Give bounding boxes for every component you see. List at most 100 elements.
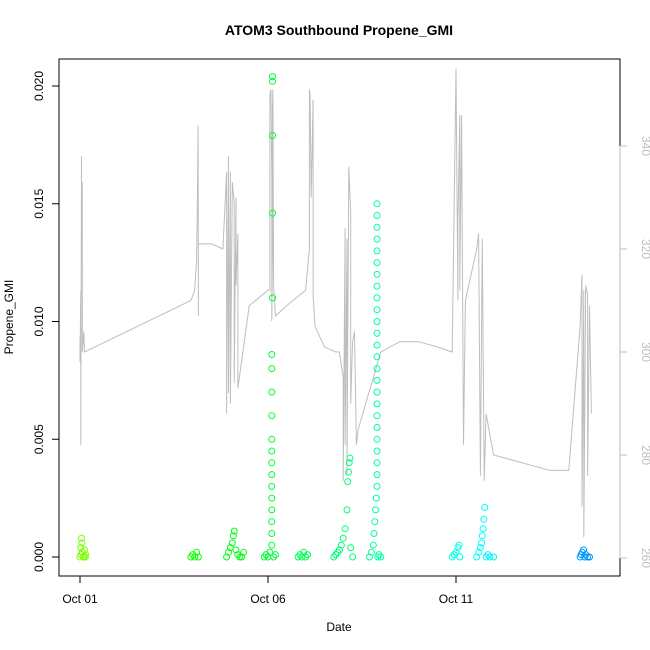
y-axis-label: Propene_GMI	[2, 280, 16, 355]
data-point	[373, 282, 381, 290]
data-point	[373, 471, 381, 479]
data-point	[373, 318, 381, 325]
data-point	[268, 471, 276, 479]
x-tick-label: Oct 11	[439, 592, 474, 606]
data-point	[455, 541, 463, 549]
data-point	[269, 209, 276, 217]
data-point	[373, 329, 381, 337]
data-point	[345, 459, 353, 467]
data-point	[343, 506, 351, 514]
x-axis: Oct 01 Oct 06 Oct 11	[62, 575, 474, 606]
y2-tick-label: 320	[639, 239, 650, 259]
data-point	[225, 548, 232, 556]
x-axis-label: Date	[326, 620, 352, 634]
data-point	[230, 527, 238, 535]
data-point	[236, 553, 244, 561]
data-point	[344, 478, 352, 486]
data-point	[269, 132, 276, 139]
y-tick-label: 0.010	[32, 306, 46, 336]
data-point	[373, 294, 381, 302]
y-tick-label: 0.015	[32, 188, 46, 218]
data-point	[269, 73, 276, 81]
data-point	[228, 539, 236, 547]
data-point	[268, 494, 276, 502]
data-point	[480, 515, 488, 523]
y-tick-label: 0.000	[32, 542, 46, 572]
data-point	[490, 553, 498, 561]
data-point	[373, 200, 381, 208]
data-point	[269, 294, 276, 302]
data-point	[373, 259, 381, 267]
data-point	[223, 553, 231, 561]
data-point	[373, 235, 381, 243]
data-point	[373, 353, 381, 361]
data-point	[456, 553, 464, 561]
data-point	[476, 544, 484, 552]
data-point	[339, 534, 347, 542]
data-point	[194, 553, 202, 561]
data-point	[268, 541, 276, 549]
y-tick-label: 0.005	[32, 424, 46, 454]
data-point	[373, 365, 381, 373]
data-point	[268, 412, 276, 420]
data-point	[238, 553, 246, 561]
data-point	[298, 553, 306, 561]
data-point	[373, 424, 381, 431]
y2-tick-label: 340	[639, 136, 650, 156]
data-point	[268, 506, 276, 514]
x-tick-label: Oct 01	[62, 592, 98, 606]
data-point	[193, 548, 201, 556]
data-point	[300, 548, 308, 556]
data-point	[373, 341, 381, 349]
data-point	[78, 539, 86, 547]
data-point	[337, 541, 345, 549]
data-point	[586, 553, 593, 561]
data-point	[373, 212, 381, 219]
data-point	[372, 506, 379, 514]
data-point	[268, 388, 276, 396]
y-axis-left: 0.000 0.005 0.010 0.015 0.020	[32, 71, 60, 572]
data-point	[481, 504, 489, 511]
data-point	[373, 270, 381, 278]
data-point	[268, 459, 276, 467]
data-point	[335, 546, 343, 554]
data-point	[373, 388, 381, 396]
y-axis-right: 260 280 300 320 340	[619, 136, 650, 568]
data-point	[366, 553, 373, 561]
y2-tick-label: 280	[639, 445, 650, 465]
data-point	[268, 365, 276, 373]
data-point	[81, 553, 89, 561]
data-point	[377, 553, 385, 561]
data-point	[479, 525, 487, 533]
data-point	[373, 247, 381, 255]
data-point	[373, 400, 381, 408]
data-point	[373, 223, 381, 231]
data-point	[367, 548, 375, 556]
chart-title: ATOM3 Southbound Propene_GMI	[225, 22, 453, 38]
data-point	[373, 459, 381, 467]
data-point	[584, 553, 592, 561]
data-point	[369, 541, 377, 549]
data-point	[450, 551, 458, 559]
data-point	[452, 548, 460, 556]
data-point	[371, 518, 379, 526]
data-point	[349, 553, 357, 561]
data-point	[373, 306, 381, 314]
data-point	[341, 525, 349, 533]
data-point	[473, 553, 481, 561]
data-point	[268, 530, 276, 537]
secondary-series-line	[79, 68, 592, 538]
data-point	[370, 530, 378, 537]
data-point	[373, 447, 381, 455]
data-point	[373, 482, 381, 490]
data-point	[372, 494, 380, 502]
data-point	[268, 482, 276, 490]
data-point	[268, 435, 276, 443]
data-point	[486, 553, 494, 561]
data-point	[229, 532, 237, 540]
scatter-points	[76, 73, 593, 561]
data-point	[373, 376, 381, 384]
x-tick-label: Oct 06	[250, 592, 286, 606]
data-point	[268, 351, 276, 358]
